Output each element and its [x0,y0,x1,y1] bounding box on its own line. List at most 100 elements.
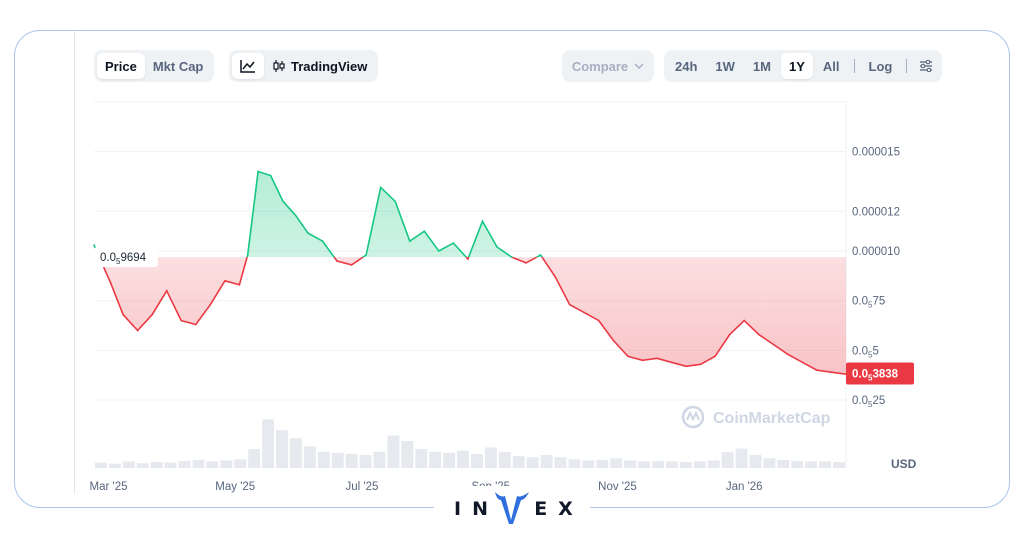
volume-bar [610,458,623,468]
price-point [307,232,309,234]
price-point [539,254,542,256]
x-tick-label: May '25 [215,481,255,493]
volume-bar [220,460,233,468]
chart-settings-button[interactable] [913,53,939,79]
volume-bar [763,458,776,468]
volume-bar [582,460,595,468]
price-point [438,250,440,252]
divider [74,30,75,494]
price-point [269,174,272,177]
price-point [165,289,168,292]
range-1m[interactable]: 1M [752,58,771,74]
y-tick-label: 0.000015 [852,147,900,159]
baseline-prefix: 0.0 [100,252,116,264]
volume-bar [819,461,832,468]
x-tick-label: Nov '25 [598,481,637,493]
volume-bar [679,462,692,468]
chevron-down-icon [634,63,644,69]
divider [906,59,908,73]
range-24h[interactable]: 24h [675,58,698,74]
price-point [816,369,818,372]
volume-bar [498,451,511,468]
price-point [365,254,367,256]
tradingview-label: TradingView [291,58,368,74]
volume-bar [457,450,469,468]
range-1y[interactable]: 1Y [780,53,813,79]
line-view-button[interactable] [232,53,264,79]
watermark-text: CoinMarketCap [713,410,831,427]
volume-bar [303,446,316,468]
price-point [699,363,702,366]
tab-price[interactable]: Price [97,53,145,79]
volume-bar [554,457,567,468]
volume-bar [805,461,818,468]
settings-sliders-icon [920,60,933,72]
volume-bar [735,448,748,468]
price-point [321,240,324,242]
volume-bar [178,460,191,468]
volume-bar [665,461,678,468]
volume-bar [289,438,302,468]
volume-bar [638,461,651,468]
price-point [714,355,716,358]
price-point [757,333,760,336]
price-area [93,170,847,376]
volume-bar [359,455,372,468]
price-point [743,319,746,322]
volume-bar [540,455,553,468]
volume-bar [317,451,330,468]
price-point [525,262,527,264]
compare-dropdown[interactable]: Compare [562,50,654,82]
volume-bar [122,461,135,468]
volume-bar [484,447,497,468]
tab-market-cap[interactable]: Mkt Cap [152,58,204,74]
x-tick-label: Jan '26 [726,481,763,493]
tradingview-button[interactable]: TradingView [264,53,375,79]
invex-logo-icon [495,492,529,524]
current-digits: 3838 [872,368,898,380]
price-point [336,260,338,262]
price-point [394,200,397,203]
baseline-digits: 9694 [120,252,146,264]
volume-bar [345,453,358,468]
current-price-label: 0.053838 [846,362,914,385]
svg-text:0.059694: 0.059694 [100,252,147,266]
baseline-price-label: 0.059694 [94,247,158,268]
range-all[interactable]: All [822,58,840,74]
volume-bar [234,459,247,468]
price-point [728,333,731,336]
volume-bar [108,463,121,468]
volume-bar [777,459,790,468]
price-point [772,343,775,346]
axes: 0.05250.0550.05750.0000100.0000120.00001… [90,147,900,493]
price-point [583,311,586,314]
price-point [467,258,469,260]
price-point [180,319,183,322]
price-point [194,323,197,326]
volume-bar [471,453,483,468]
price-point [801,361,804,364]
price-point [224,280,226,282]
y-tick-label: 0.055 [852,345,879,359]
price-point [481,220,484,223]
brand-logo: IN EX [434,486,590,532]
price-line-up [93,170,543,258]
price-point [496,246,498,248]
price-point [238,283,241,286]
volume-bar [387,435,400,468]
divider [853,59,855,73]
price-point [627,355,629,358]
volume-bar [833,462,845,468]
volume-bar [652,460,664,468]
range-1w[interactable]: 1W [715,58,735,74]
volume-bar [707,460,720,468]
volume-bar [721,451,734,468]
y-tick-label: 0.0525 [852,395,885,409]
y-tick-label: 0.000010 [852,246,900,258]
price-point [257,170,259,173]
price-point [554,276,556,278]
x-tick-label: Jul '25 [346,481,379,493]
svg-text:0.053838: 0.053838 [852,368,899,382]
price-point [350,264,353,266]
log-scale-toggle[interactable]: Log [868,58,893,74]
